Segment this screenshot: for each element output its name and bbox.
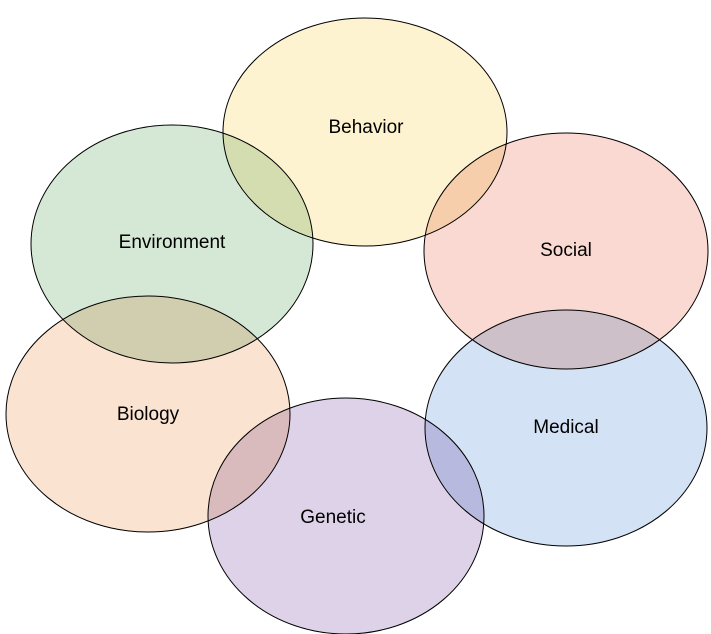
- label-group: Behavior Social Medical Genetic Biology Envir…: [117, 117, 599, 528]
- behavior-label: Behavior: [329, 117, 405, 138]
- environment-label: Environment: [119, 232, 226, 253]
- genetic-label: Genetic: [300, 507, 365, 528]
- social-label: Social: [540, 240, 592, 261]
- biology-label: Biology: [117, 404, 180, 425]
- circle-group: [5, 17, 709, 634]
- environment-circle: [30, 124, 314, 364]
- medical-label: Medical: [533, 417, 598, 438]
